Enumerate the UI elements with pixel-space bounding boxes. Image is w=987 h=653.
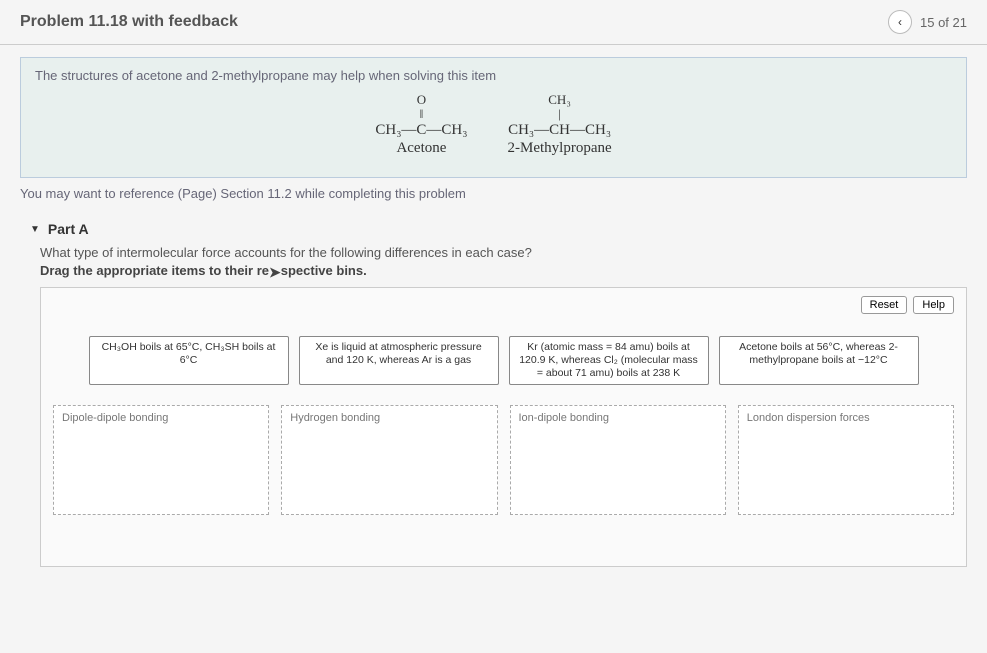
nav-controls: ‹ 15 of 21	[888, 10, 967, 34]
chevron-left-icon: ‹	[898, 15, 902, 29]
bin-hydrogen[interactable]: Hydrogen bonding	[281, 405, 497, 515]
instruction-text: Drag the appropriate items to their re➤s…	[40, 262, 967, 279]
bin-label-3: Ion-dipole bonding	[515, 410, 721, 426]
drag-drop-area: Reset Help CH₃OH boils at 65°C, CH₃SH bo…	[40, 287, 967, 567]
part-header[interactable]: ▼ Part A	[30, 221, 967, 237]
page-indicator: 15 of 21	[920, 15, 967, 30]
drag-item-2[interactable]: Xe is liquid at atmospheric pressure and…	[299, 336, 499, 385]
acetone-top: O	[375, 93, 467, 107]
draggable-items-row: CH₃OH boils at 65°C, CH₃SH boils at 6°C …	[53, 336, 954, 385]
help-button[interactable]: Help	[913, 296, 954, 314]
bins-row: Dipole-dipole bonding Hydrogen bonding I…	[53, 405, 954, 515]
structure-methylpropane: CH₃ | CH₃—CH—CH₃ 2-Methylpropane	[508, 93, 612, 157]
mp-top: CH₃	[508, 93, 612, 107]
bin-label-1: Dipole-dipole bonding	[58, 410, 264, 426]
area-buttons: Reset Help	[861, 296, 954, 314]
drag-item-4[interactable]: Acetone boils at 56°C, whereas 2-methylp…	[719, 336, 919, 385]
structures-row: O ‖ CH₃—C—CH₃ Acetone CH₃ | CH₃—CH—CH₃ 2…	[35, 93, 952, 157]
instruction-a: Drag the appropriate items to their re	[40, 263, 269, 278]
intro-box: The structures of acetone and 2-methylpr…	[20, 57, 967, 178]
drag-item-3[interactable]: Kr (atomic mass = 84 amu) boils at 120.9…	[509, 336, 709, 385]
instruction-b: spective bins.	[281, 263, 367, 278]
bin-london[interactable]: London dispersion forces	[738, 405, 954, 515]
page-header: Problem 11.18 with feedback ‹ 15 of 21	[0, 0, 987, 45]
bin-label-2: Hydrogen bonding	[286, 410, 492, 426]
bin-ion-dipole[interactable]: Ion-dipole bonding	[510, 405, 726, 515]
part-label: Part A	[48, 221, 89, 237]
caret-down-icon: ▼	[30, 224, 40, 235]
acetone-bond: ‖	[375, 107, 467, 121]
structure-acetone: O ‖ CH₃—C—CH₃ Acetone	[375, 93, 467, 157]
mp-name: 2-Methylpropane	[508, 140, 612, 157]
acetone-main: CH₃—C—CH₃	[375, 122, 467, 139]
mp-main: CH₃—CH—CH₃	[508, 122, 612, 139]
reference-text: You may want to reference (Page) Section…	[20, 186, 967, 201]
cursor-icon: ➤	[269, 264, 281, 281]
drag-item-1[interactable]: CH₃OH boils at 65°C, CH₃SH boils at 6°C	[89, 336, 289, 385]
problem-title: Problem 11.18 with feedback	[20, 13, 238, 31]
bin-label-4: London dispersion forces	[743, 410, 949, 426]
reset-button[interactable]: Reset	[861, 296, 908, 314]
mp-bond: |	[508, 107, 612, 121]
intro-text: The structures of acetone and 2-methylpr…	[35, 68, 952, 83]
question-text: What type of intermolecular force accoun…	[40, 245, 967, 260]
bin-dipole-dipole[interactable]: Dipole-dipole bonding	[53, 405, 269, 515]
acetone-name: Acetone	[375, 140, 467, 157]
prev-button[interactable]: ‹	[888, 10, 912, 34]
